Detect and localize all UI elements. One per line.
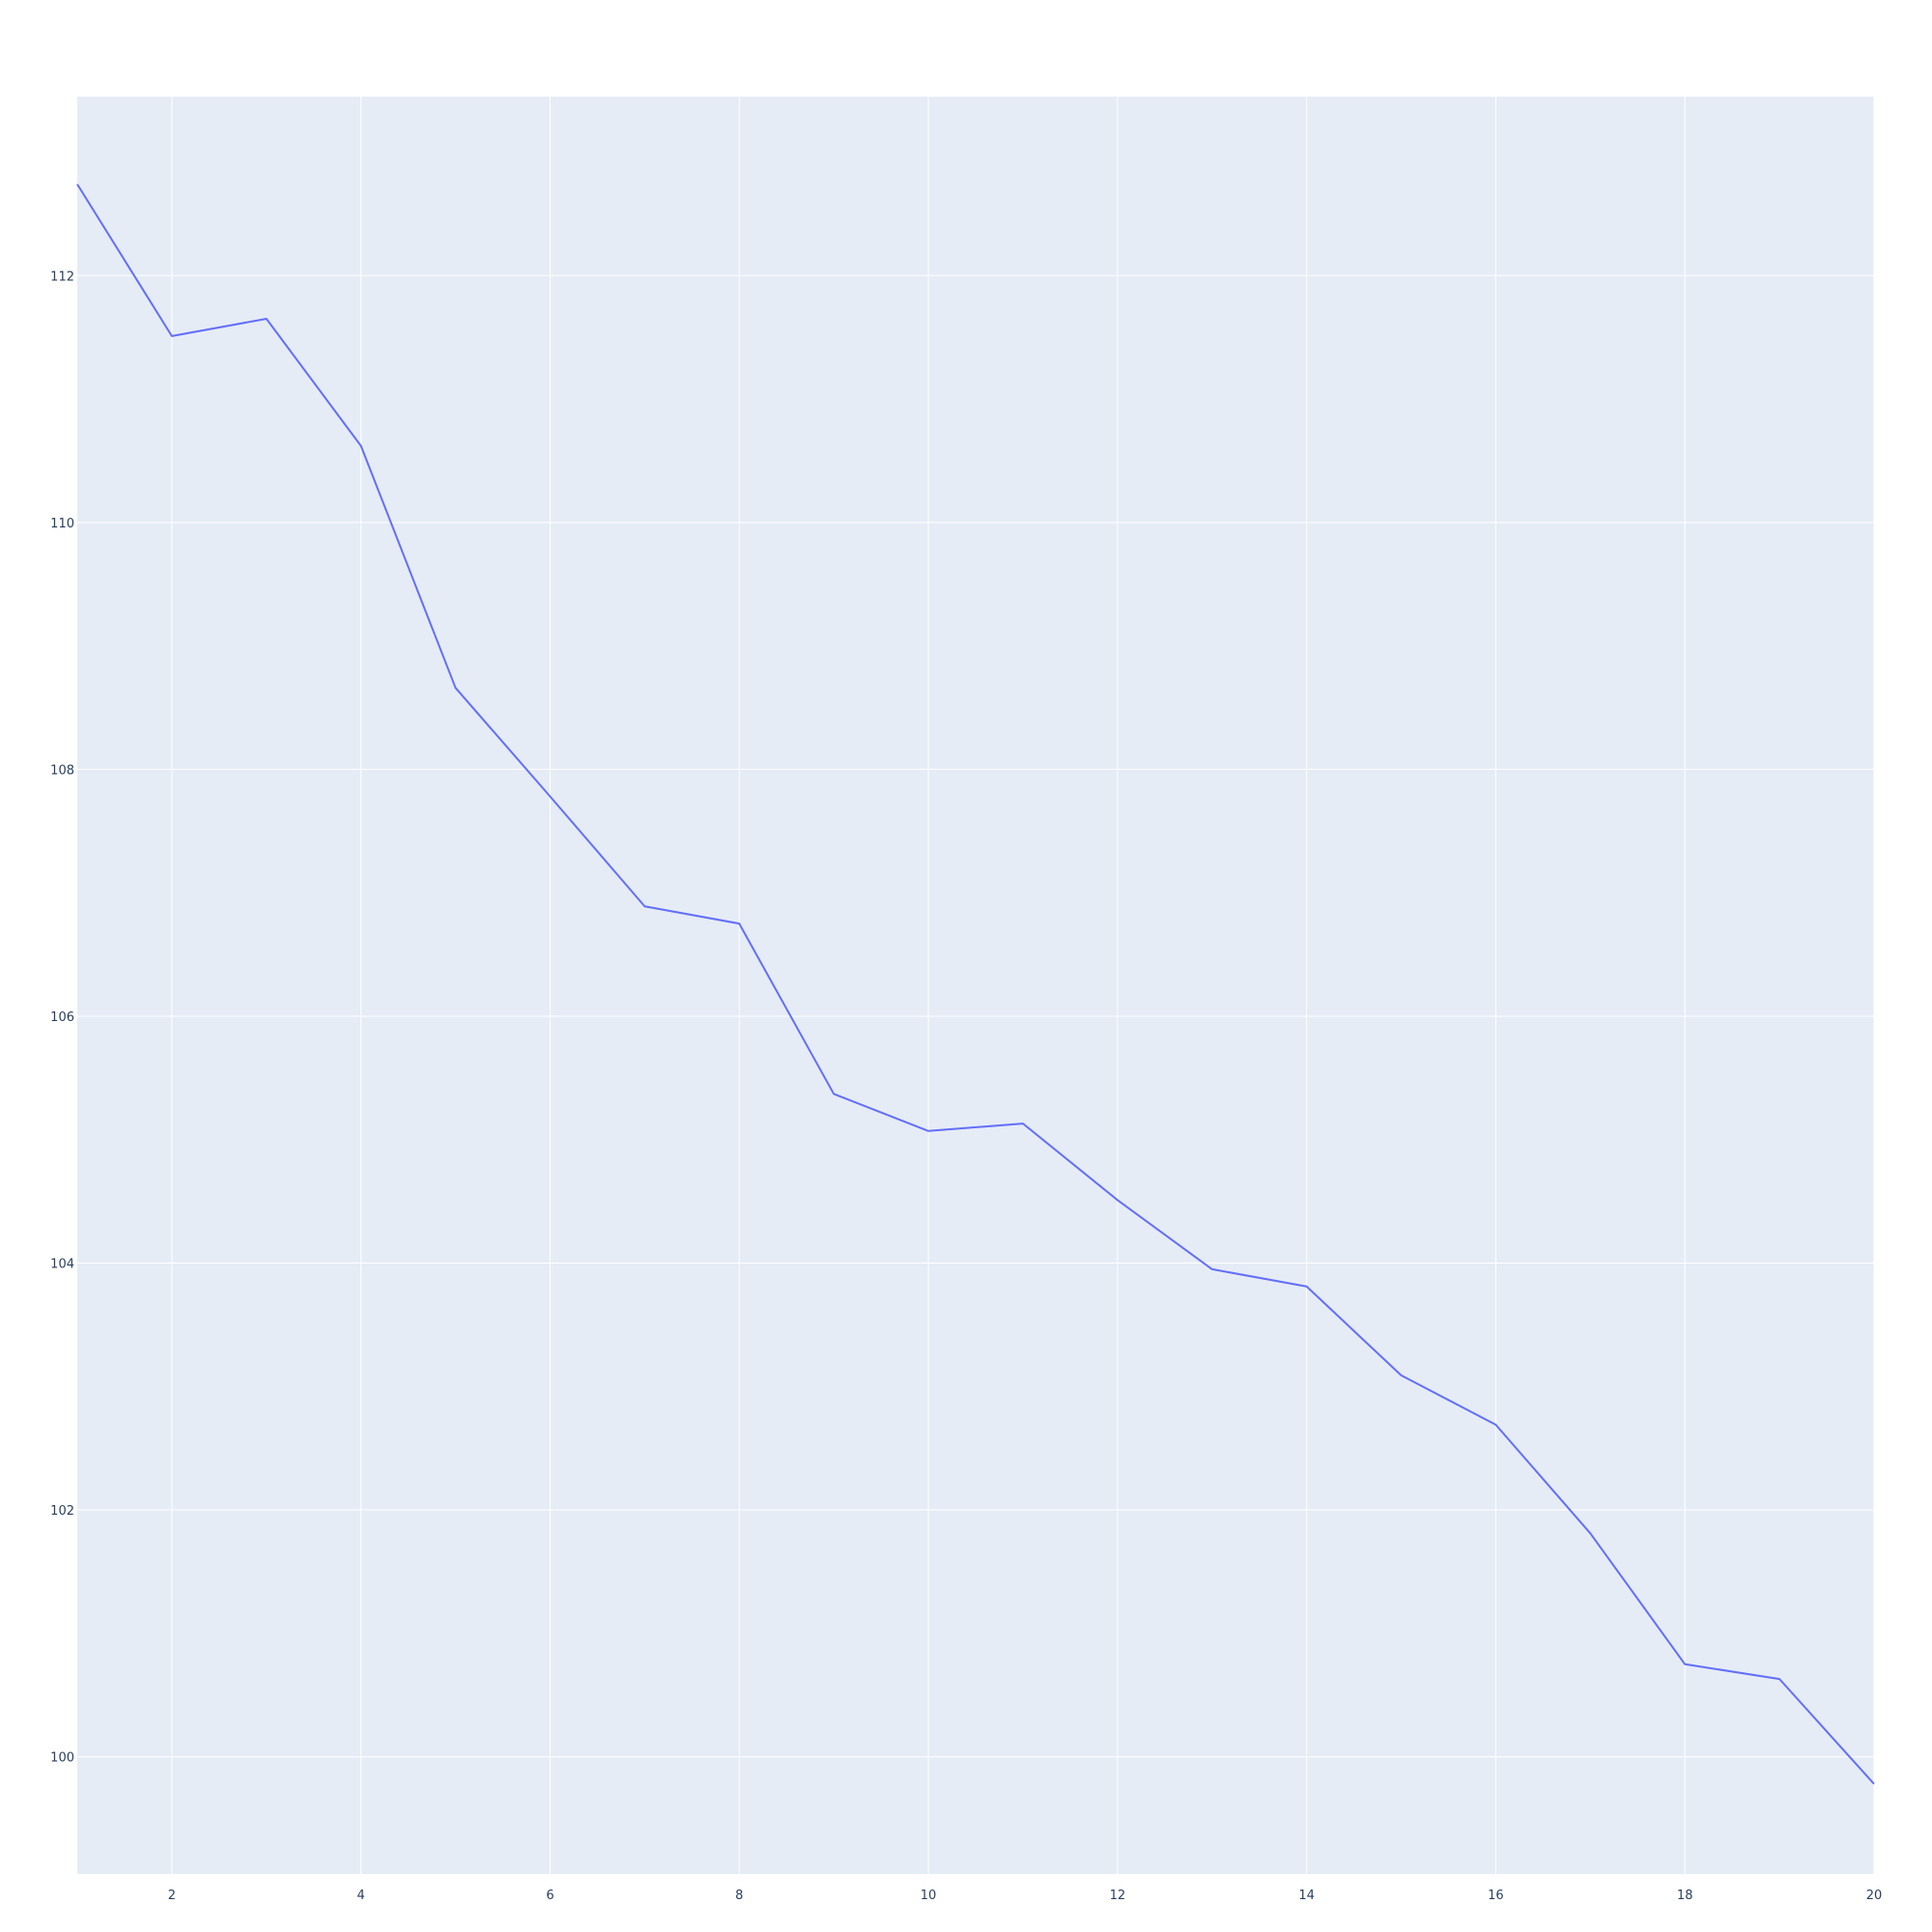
x-tick-label: 2 (168, 1889, 176, 1903)
y-tick-label: 112 (50, 270, 74, 284)
series-layer (76, 184, 1875, 1785)
x-tick-label: 14 (1298, 1889, 1315, 1903)
x-tick-label: 10 (921, 1889, 937, 1903)
y-tick-label: 110 (50, 517, 74, 531)
y-tick-label: 102 (50, 1504, 74, 1519)
y-grid-lines (77, 274, 1874, 1758)
x-axis: 2 4 6 8 10 12 14 16 18 20 (168, 1889, 1883, 1903)
series-group (76, 184, 1875, 1785)
x-tick-label: 20 (1866, 1889, 1883, 1903)
series-line (76, 184, 1875, 1785)
y-tick-label: 106 (50, 1010, 74, 1025)
x-tick-label: 6 (546, 1889, 554, 1903)
y-tick-label: 108 (50, 763, 74, 778)
x-tick-label: 8 (735, 1889, 743, 1903)
y-tick-label: 100 (50, 1751, 74, 1766)
y-tick-label: 104 (50, 1258, 74, 1272)
plot-area (77, 97, 1874, 1874)
x-tick-label: 4 (357, 1889, 365, 1903)
x-tick-label: 12 (1110, 1889, 1126, 1903)
x-grid-lines (171, 97, 1875, 1874)
x-tick-label: 18 (1677, 1889, 1693, 1903)
y-axis: 100 102 104 106 108 110 112 (50, 270, 74, 1765)
x-tick-label: 16 (1488, 1889, 1504, 1903)
